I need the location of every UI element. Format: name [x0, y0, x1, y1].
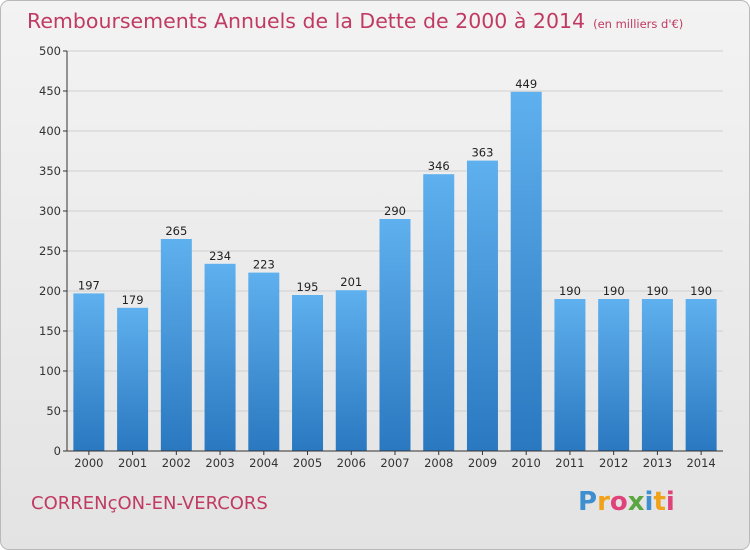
logo-letter: r	[597, 487, 610, 517]
x-tick-label: 2000	[74, 456, 103, 470]
y-tick-label: 500	[39, 44, 61, 58]
bar-2011	[554, 299, 586, 451]
logo-letter: i	[665, 487, 675, 517]
bar-2010	[510, 91, 542, 452]
y-tick-label: 50	[46, 404, 61, 418]
x-tick-label: 2011	[555, 456, 584, 470]
bar-2000	[73, 293, 105, 451]
bar-value-label: 190	[603, 284, 625, 298]
x-tick-label: 2001	[118, 456, 147, 470]
x-tick-label: 2009	[468, 456, 497, 470]
bar-value-label: 363	[471, 146, 493, 160]
x-tick-label: 2013	[643, 456, 672, 470]
bar-2012	[598, 299, 630, 451]
bar-value-label: 265	[165, 224, 187, 238]
x-tick-label: 2002	[162, 456, 191, 470]
bar-value-label: 234	[209, 249, 231, 263]
y-tick-label: 200	[39, 284, 61, 298]
chart-title: Remboursements Annuels de la Dette de 20…	[27, 9, 683, 33]
axes: 0 50 100 150 200 250 300 350 400 450 500 2000 2001 20…	[39, 44, 723, 470]
x-tick-label: 2012	[599, 456, 628, 470]
bar-chart: 0 50 100 150 200 250 300 350 400 450 500 2000 2001 20…	[39, 44, 723, 470]
x-tick-label: 2004	[249, 456, 278, 470]
bar-value-label: 190	[690, 284, 712, 298]
x-tick-label: 2014	[686, 456, 715, 470]
x-tick-label: 2008	[424, 456, 453, 470]
x-tick-label: 2010	[512, 456, 541, 470]
logo-letter: o	[609, 487, 628, 517]
chart-title-text: Remboursements Annuels de la Dette de 20…	[27, 9, 586, 33]
bar-value-label: 290	[384, 204, 406, 218]
bar-2013	[641, 299, 673, 451]
bar-value-label: 190	[646, 284, 668, 298]
bar-2001	[117, 307, 149, 451]
logo-letter: x	[627, 487, 645, 517]
y-tick-label: 350	[39, 164, 61, 178]
bar-2009	[466, 160, 498, 451]
bar-2008	[423, 174, 455, 451]
chart-title-unit: (en milliers d'€)	[593, 17, 684, 31]
bar-2003	[204, 263, 236, 451]
bar-value-label: 346	[428, 159, 450, 173]
x-tick-label: 2007	[380, 456, 409, 470]
x-tick-label: 2003	[205, 456, 234, 470]
y-tick-label: 300	[39, 204, 61, 218]
bar-value-label: 195	[297, 280, 319, 294]
bar-labels: 197 179 265 234 223 195 201 290 346 363 449 190 190 1…	[78, 77, 712, 307]
y-tick-label: 400	[39, 124, 61, 138]
bar-2006	[335, 290, 367, 451]
y-tick-label: 0	[54, 444, 61, 458]
logo-letter: t	[653, 487, 666, 517]
y-tick-label: 150	[39, 324, 61, 338]
proxiti-logo[interactable]: Proxiti	[578, 487, 675, 517]
bar-2014	[685, 299, 717, 451]
x-tick-label: 2006	[337, 456, 366, 470]
bar-2004	[248, 272, 280, 451]
logo-letter: P	[578, 487, 598, 517]
bar-2005	[292, 295, 324, 451]
bar-value-label: 201	[340, 275, 362, 289]
bar-value-label: 449	[515, 77, 537, 91]
y-tick-label: 100	[39, 364, 61, 378]
y-tick-label: 250	[39, 244, 61, 258]
bar-2007	[379, 219, 411, 451]
y-tick-label: 450	[39, 84, 61, 98]
bar-value-label: 190	[559, 284, 581, 298]
bar-value-label: 179	[122, 293, 144, 307]
logo-letter: i	[644, 487, 654, 517]
bar-value-label: 197	[78, 278, 100, 292]
bar-2002	[160, 239, 192, 451]
bars	[73, 91, 717, 452]
bar-value-label: 223	[253, 258, 275, 272]
commune-name: CORRENçON-EN-VERCORS	[31, 493, 268, 514]
x-tick-label: 2005	[293, 456, 322, 470]
